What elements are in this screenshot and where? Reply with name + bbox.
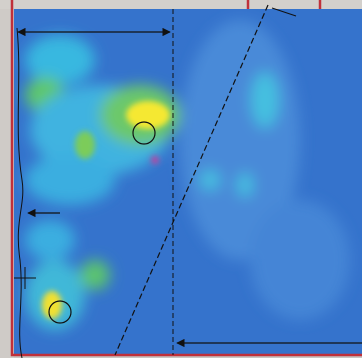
leader-line (271, 7, 297, 17)
boundary-curve (16, 27, 24, 358)
peak-circle (132, 121, 156, 145)
peak-circle (48, 300, 72, 324)
frame (10, 0, 362, 357)
left-margin (0, 0, 14, 358)
diagonal-dashed-line (114, 4, 269, 356)
frame-top (246, 0, 322, 9)
top-margin (0, 0, 362, 9)
cross-marker (14, 267, 36, 289)
